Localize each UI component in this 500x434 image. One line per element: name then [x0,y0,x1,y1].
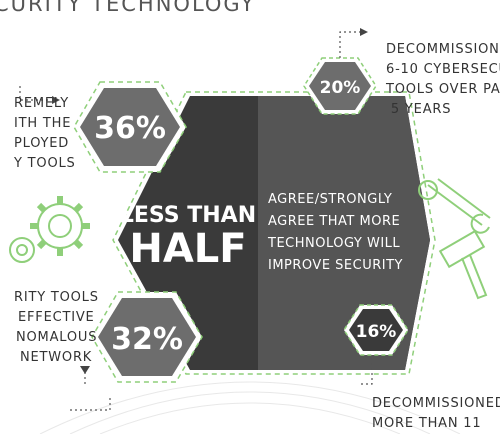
center-body: AGREE/STRONGLY AGREE THAT MORE TECHNOLOG… [267,192,403,273]
stat-hexagon-36 [73,81,187,173]
section-header: CURITY TECHNOLOGY [0,0,256,16]
stat-value-32: 32% [111,322,183,357]
center-body-line: AGREE THAT MORE [268,214,400,229]
text-line: Y TOOLS [14,156,76,171]
text-line: NETWORK [20,350,93,365]
stat-hexagon-16 [343,304,409,356]
left-top-text-block: REMELY ITH THE PLOYED Y TOOLS [14,94,76,174]
left-bottom-text-block: RITY TOOLS EFFECTIVE NOMALOUS NETWORK [14,288,99,368]
center-body-line: AGREE/STRONGLY [268,192,392,207]
right-bottom-text-block: DECOMMISSIONED MORE THAN 11 [372,394,500,434]
text-line: NOMALOUS [16,330,98,345]
text-line: MORE THAN 11 [372,416,482,431]
center-hexagon [112,91,436,375]
stat-hexagon-32 [91,291,203,383]
gear-icon [9,237,35,263]
stat-hexagon-20 [303,57,377,115]
text-line: 6-10 CYBERSECU [386,62,500,77]
dotted-connector-icon [19,31,373,411]
center-headline-line2: HALF [129,226,246,272]
stat-value-16: 16% [356,322,397,342]
text-line: DECOMMISSIONED [386,42,500,57]
stat-value-36: 36% [94,111,166,146]
stat-value-20: 20% [320,78,361,98]
text-line: REMELY [14,96,69,111]
center-body-line: TECHNOLOGY WILL [267,236,400,251]
wrench-icon [418,178,491,234]
gear-icon [30,196,90,256]
center-headline-line1: LESS THAN [120,203,256,228]
text-line: PLOYED [14,136,70,151]
center-body-line: IMPROVE SECURITY [268,258,403,273]
connector-arrowheads [52,28,368,374]
text-line: TOOLS OVER PAS [386,82,500,97]
text-line: EFFECTIVE [18,310,95,325]
text-line: 5 YEARS [386,102,452,117]
text-line: ITH THE [14,116,72,131]
text-line: RITY TOOLS [14,290,99,305]
right-top-text-block: DECOMMISSIONED 6-10 CYBERSECU TOOLS OVER… [386,40,500,120]
background-arcs [39,381,461,434]
text-line: DECOMMISSIONED [372,396,500,411]
hammer-icon [438,229,488,300]
